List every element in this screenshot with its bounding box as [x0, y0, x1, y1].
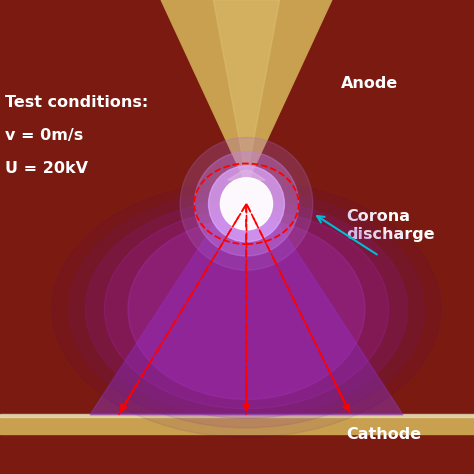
Text: Corona
discharge: Corona discharge [346, 209, 435, 242]
Text: v = 0m/s: v = 0m/s [5, 128, 83, 143]
Polygon shape [213, 0, 280, 171]
Text: Test conditions:: Test conditions: [5, 95, 148, 110]
Text: Cathode: Cathode [346, 427, 421, 442]
Circle shape [209, 166, 284, 242]
Polygon shape [90, 204, 403, 415]
Ellipse shape [69, 191, 424, 428]
Polygon shape [228, 171, 265, 180]
Circle shape [194, 152, 299, 256]
Text: Anode: Anode [341, 76, 399, 91]
Bar [0, 414, 474, 417]
Ellipse shape [52, 182, 441, 438]
Bar [0, 415, 474, 434]
Text: U = 20kV: U = 20kV [5, 161, 88, 176]
Ellipse shape [104, 210, 389, 409]
Ellipse shape [128, 219, 365, 399]
Polygon shape [161, 0, 332, 180]
Ellipse shape [85, 200, 408, 419]
Circle shape [180, 137, 313, 270]
Circle shape [220, 178, 273, 230]
